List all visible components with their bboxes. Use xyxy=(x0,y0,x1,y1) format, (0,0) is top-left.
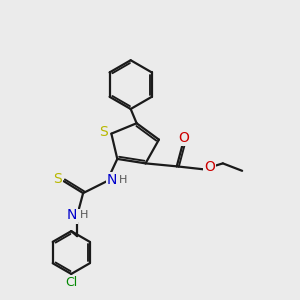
Text: S: S xyxy=(53,172,62,186)
Text: H: H xyxy=(80,210,88,220)
Text: Cl: Cl xyxy=(65,276,77,289)
Text: O: O xyxy=(204,160,215,174)
Text: S: S xyxy=(100,125,108,139)
Text: O: O xyxy=(179,131,190,145)
Text: N: N xyxy=(67,208,77,222)
Text: H: H xyxy=(119,175,128,185)
Text: N: N xyxy=(107,173,117,187)
